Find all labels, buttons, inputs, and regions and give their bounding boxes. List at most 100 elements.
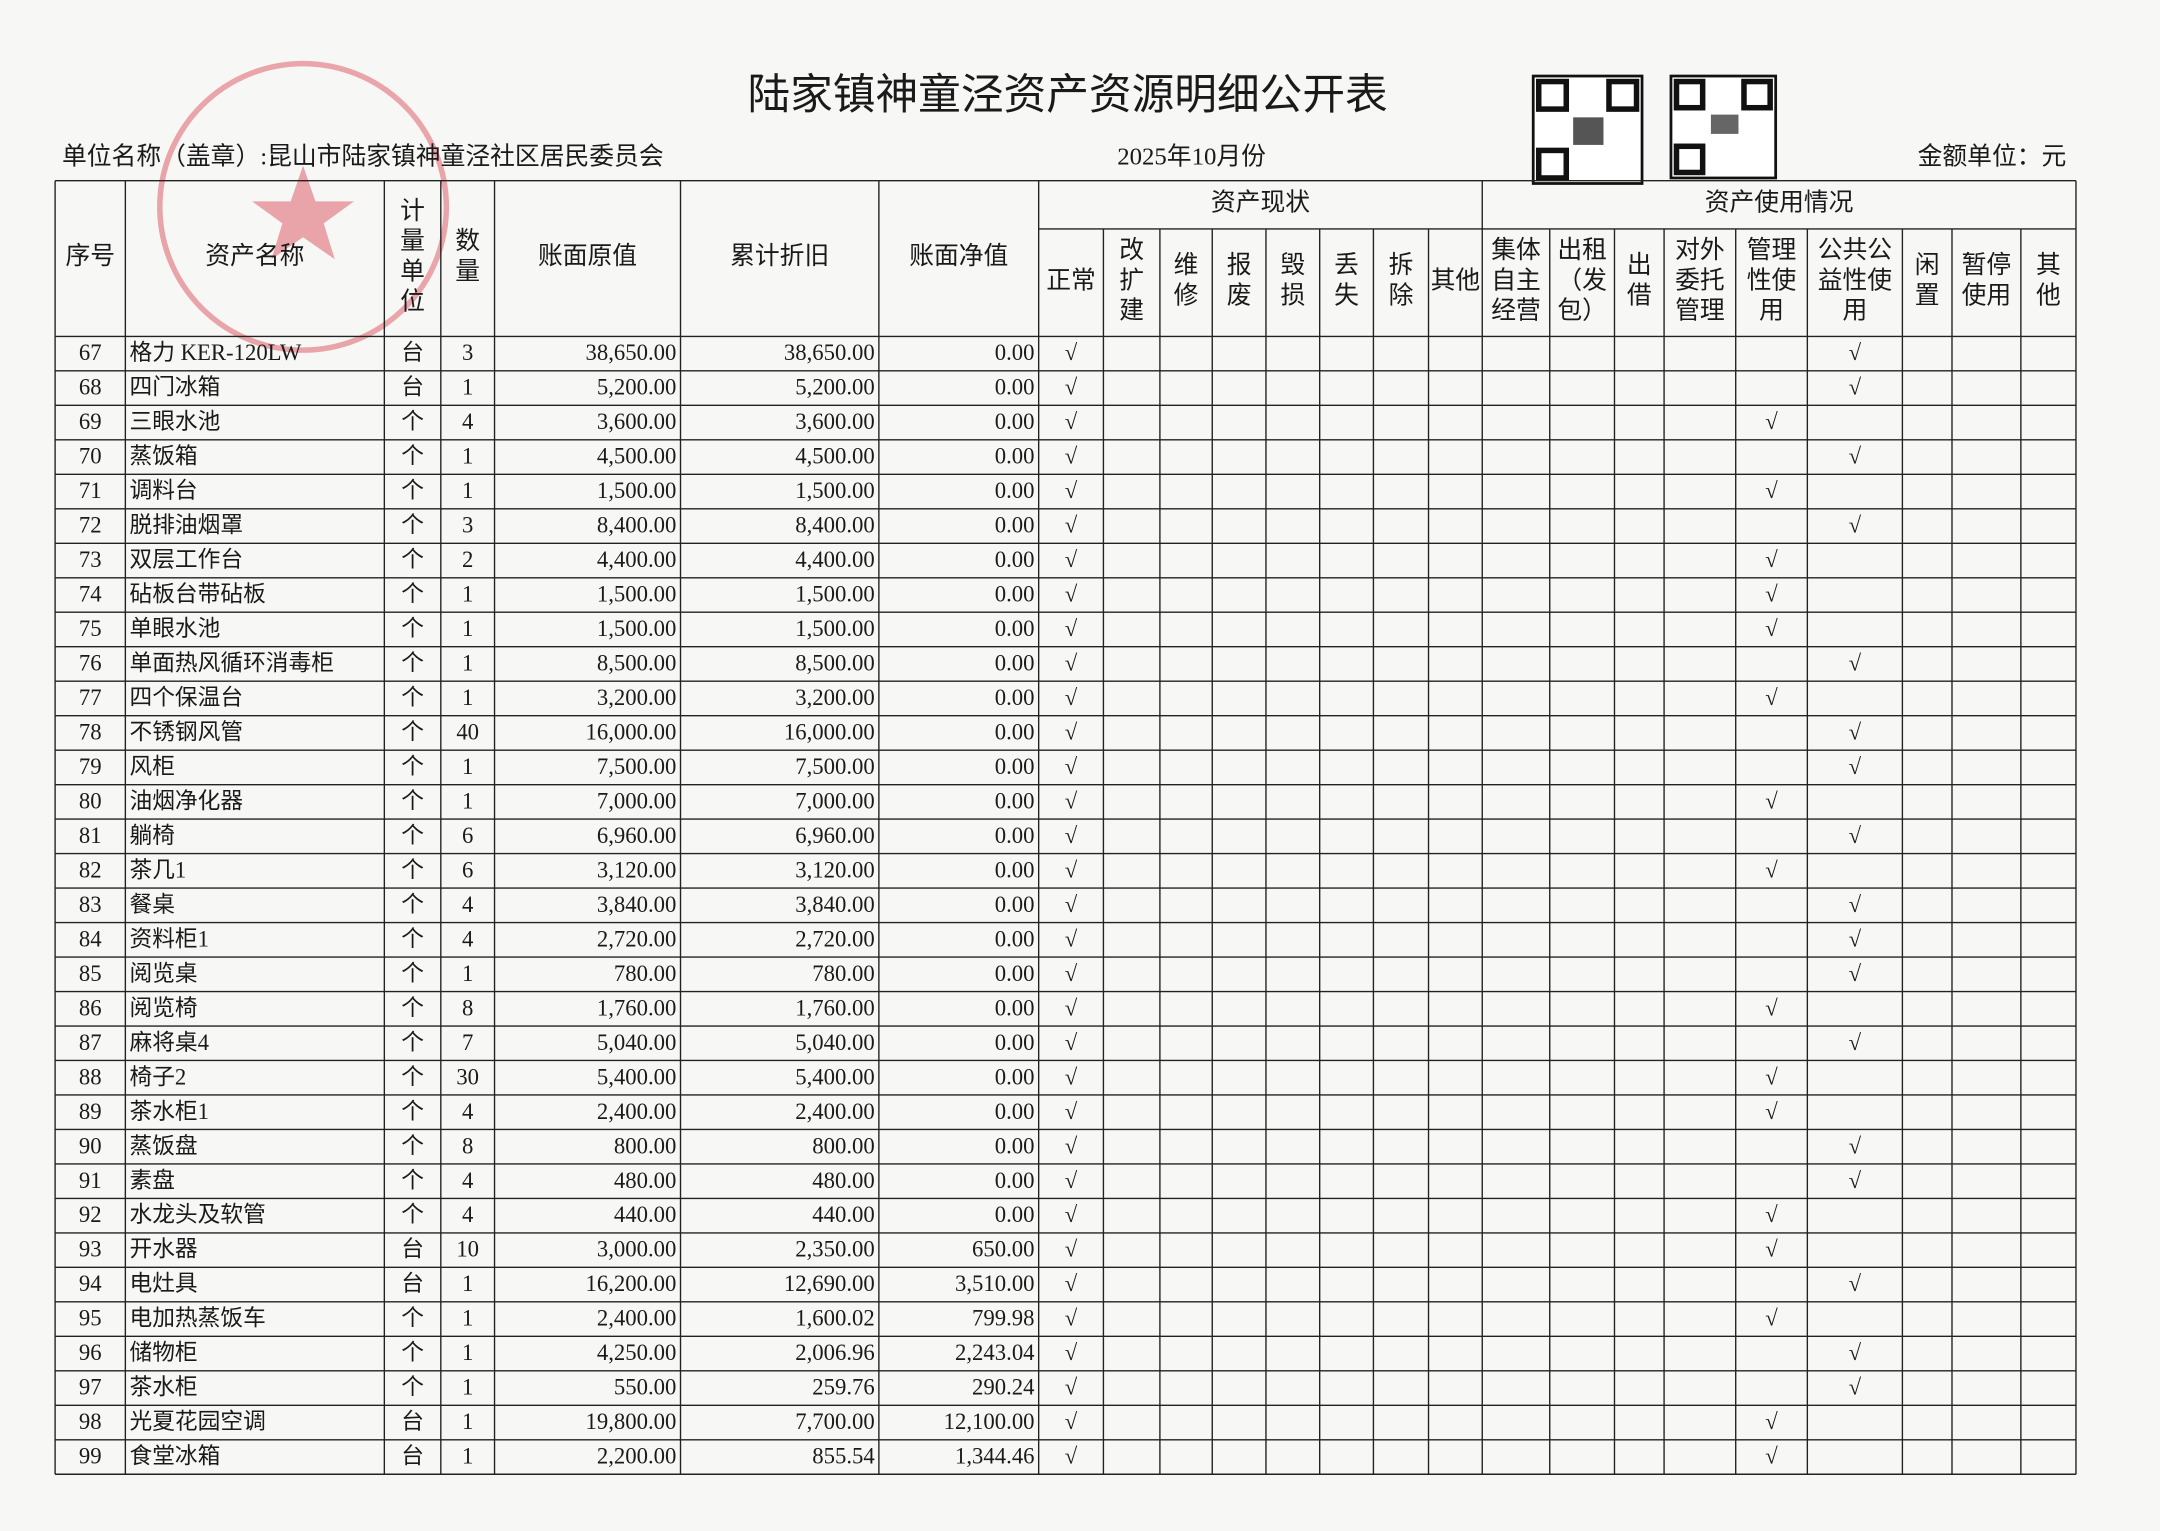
check-mark: √ bbox=[1765, 1237, 1778, 1262]
cell-text: 0.00 bbox=[995, 823, 1035, 848]
column-header: 修 bbox=[1174, 282, 1199, 310]
column-header: 拆 bbox=[1389, 251, 1414, 279]
column-header: 对外 bbox=[1675, 236, 1725, 264]
column-header: 单 bbox=[400, 257, 425, 285]
cell-text: 4 bbox=[462, 892, 473, 917]
check-mark: √ bbox=[1065, 582, 1078, 607]
column-header: 委托 bbox=[1675, 266, 1725, 294]
column-header: 出 bbox=[1627, 251, 1652, 279]
cell-text: 0.00 bbox=[995, 1099, 1035, 1124]
cell-text: 茶几1 bbox=[129, 857, 186, 882]
seal-ring bbox=[157, 60, 450, 353]
column-header: 自主 bbox=[1491, 266, 1541, 294]
cell-text: 个 bbox=[401, 1030, 424, 1055]
cell-text: 1 bbox=[462, 1444, 473, 1469]
check-mark: √ bbox=[1849, 1168, 1862, 1193]
cell-text: 0.00 bbox=[995, 1030, 1035, 1055]
cell-text: 2,006.96 bbox=[795, 1340, 875, 1365]
cell-text: 86 bbox=[79, 995, 102, 1020]
cell-text: 1 bbox=[462, 754, 473, 779]
check-mark: √ bbox=[1065, 375, 1078, 400]
cell-text: 7 bbox=[462, 1030, 473, 1055]
cell-text: 2,400.00 bbox=[795, 1099, 875, 1124]
cell-text: 个 bbox=[401, 754, 424, 779]
column-header: 用 bbox=[1759, 298, 1784, 325]
check-mark: √ bbox=[1765, 995, 1778, 1020]
cell-text: 68 bbox=[79, 375, 102, 400]
check-mark: √ bbox=[1849, 961, 1862, 986]
check-mark: √ bbox=[1765, 1306, 1778, 1331]
check-mark: √ bbox=[1065, 1202, 1078, 1227]
cell-text: 椅子2 bbox=[129, 1064, 186, 1089]
column-header: 位 bbox=[400, 288, 425, 316]
cell-text: 4 bbox=[462, 926, 473, 951]
cell-text: 8,400.00 bbox=[597, 513, 677, 538]
cell-text: 3,600.00 bbox=[795, 409, 875, 434]
column-header: 失 bbox=[1334, 282, 1359, 310]
cell-text: 8,500.00 bbox=[597, 651, 677, 676]
column-header: 毁 bbox=[1280, 251, 1305, 279]
cell-text: 1,344.46 bbox=[955, 1444, 1035, 1469]
cell-text: 78 bbox=[79, 720, 102, 745]
check-mark: √ bbox=[1765, 1064, 1778, 1089]
cell-text: 16,200.00 bbox=[586, 1271, 677, 1296]
cell-text: 3,510.00 bbox=[955, 1271, 1035, 1296]
cell-text: 个 bbox=[401, 788, 424, 813]
check-mark: √ bbox=[1765, 547, 1778, 572]
check-mark: √ bbox=[1849, 892, 1862, 917]
cell-text: 2,243.04 bbox=[955, 1340, 1035, 1365]
cell-text: 2,720.00 bbox=[795, 926, 875, 951]
cell-text: 7,000.00 bbox=[795, 788, 875, 813]
cell-text: 四个保温台 bbox=[129, 685, 243, 710]
cell-text: 四门冰箱 bbox=[129, 375, 220, 400]
cell-text: 单眼水池 bbox=[129, 616, 220, 641]
check-mark: √ bbox=[1065, 961, 1078, 986]
check-mark: √ bbox=[1849, 513, 1862, 538]
column-header: 量 bbox=[455, 258, 480, 285]
check-mark: √ bbox=[1065, 1030, 1078, 1055]
check-mark: √ bbox=[1849, 926, 1862, 951]
cell-text: 光夏花园空调 bbox=[129, 1409, 265, 1434]
check-mark: √ bbox=[1065, 1168, 1078, 1193]
check-mark: √ bbox=[1849, 1030, 1862, 1055]
cell-text: 4,400.00 bbox=[597, 547, 677, 572]
check-mark: √ bbox=[1849, 340, 1862, 365]
cell-text: 95 bbox=[79, 1306, 102, 1331]
column-header: 使用 bbox=[1962, 282, 2012, 310]
column-header: 其他 bbox=[1431, 266, 1481, 294]
cell-text: 91 bbox=[79, 1168, 102, 1193]
column-header: 他 bbox=[2036, 282, 2061, 310]
cell-text: 38,650.00 bbox=[784, 340, 875, 365]
cell-text: 10 bbox=[456, 1237, 479, 1262]
cell-text: 5,200.00 bbox=[795, 375, 875, 400]
cell-text: 1 bbox=[462, 1306, 473, 1331]
cell-text: 67 bbox=[79, 340, 102, 365]
cell-text: 8,400.00 bbox=[795, 513, 875, 538]
cell-text: 6 bbox=[462, 857, 473, 882]
currency-unit: 金额单位：元 bbox=[1918, 142, 2067, 170]
cell-text: 3,200.00 bbox=[597, 685, 677, 710]
check-mark: √ bbox=[1765, 1099, 1778, 1124]
check-mark: √ bbox=[1065, 995, 1078, 1020]
cell-text: 2,350.00 bbox=[795, 1237, 875, 1262]
cell-text: 台 bbox=[401, 1271, 424, 1296]
cell-text: 2,400.00 bbox=[597, 1099, 677, 1124]
cell-text: 0.00 bbox=[995, 857, 1035, 882]
check-mark: √ bbox=[1765, 685, 1778, 710]
cell-text: 5,400.00 bbox=[795, 1064, 875, 1089]
cell-text: 油烟净化器 bbox=[129, 788, 243, 813]
cell-text: 7,500.00 bbox=[597, 754, 677, 779]
cell-text: 259.76 bbox=[812, 1375, 874, 1400]
cell-text: 89 bbox=[79, 1099, 102, 1124]
cell-text: 0.00 bbox=[995, 409, 1035, 434]
check-mark: √ bbox=[1849, 754, 1862, 779]
cell-text: 个 bbox=[401, 1064, 424, 1089]
cell-text: 3,120.00 bbox=[597, 857, 677, 882]
cell-text: 16,000.00 bbox=[586, 720, 677, 745]
cell-text: 1,760.00 bbox=[597, 995, 677, 1020]
column-header: 管理 bbox=[1675, 297, 1725, 325]
column-header: 用 bbox=[1842, 298, 1867, 325]
cell-text: 素盘 bbox=[129, 1168, 174, 1193]
